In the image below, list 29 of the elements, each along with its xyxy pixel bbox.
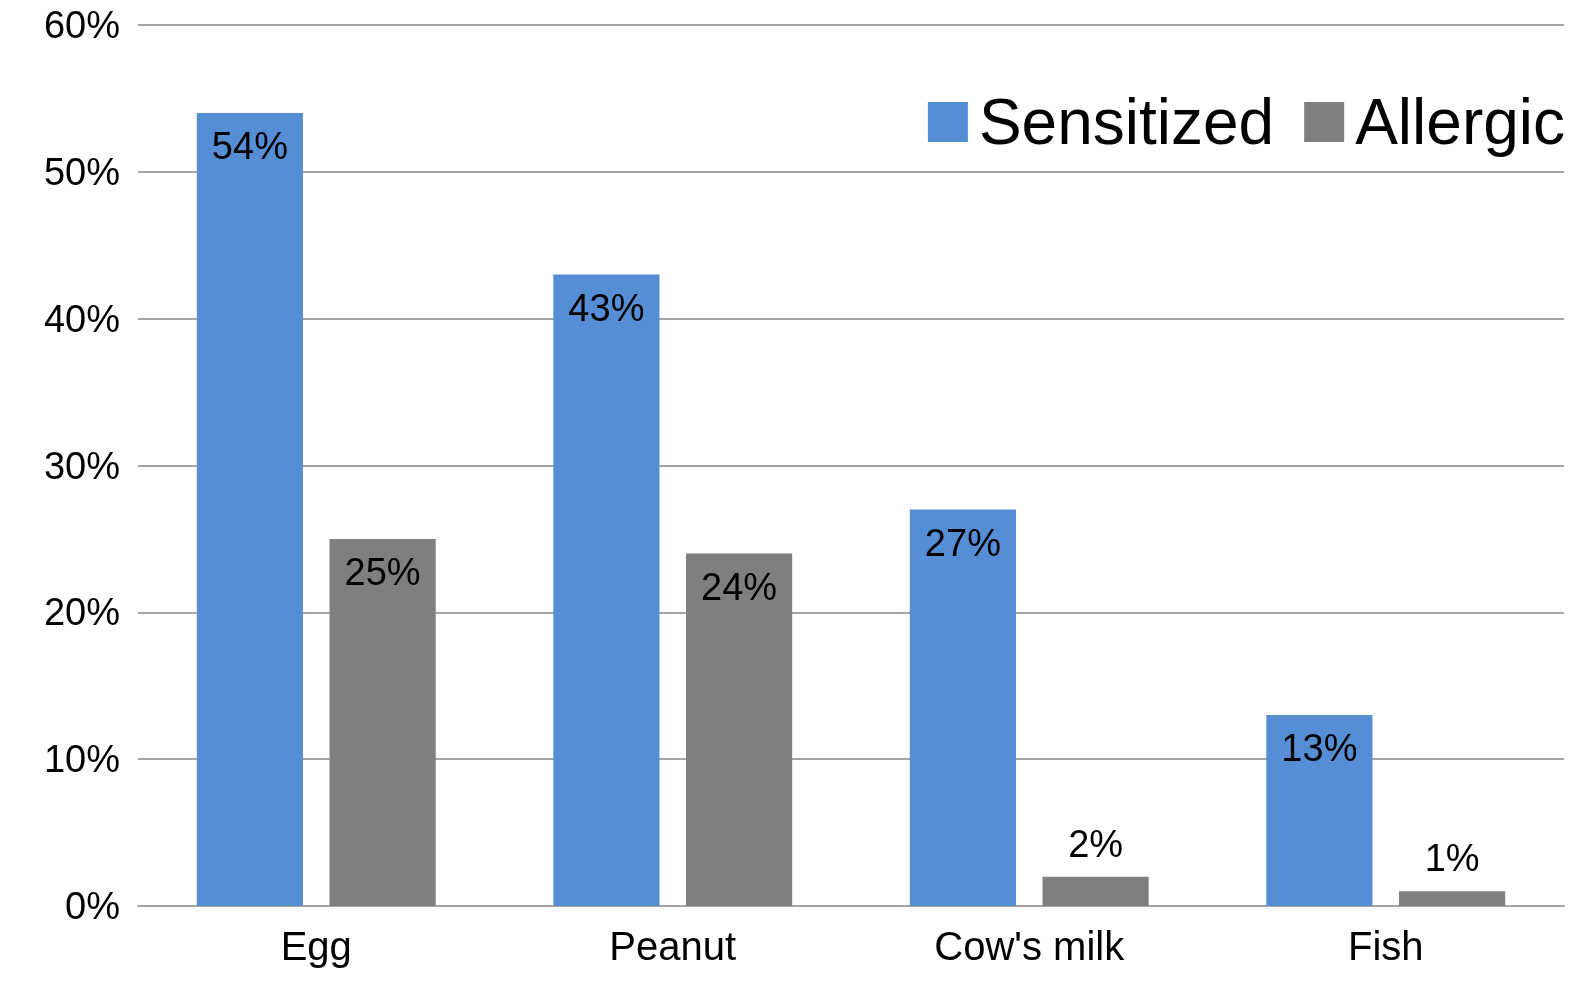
y-tick-label: 20% bbox=[43, 591, 120, 634]
data-label: 13% bbox=[1281, 727, 1358, 770]
y-tick-label: 60% bbox=[43, 4, 120, 46]
data-label: 24% bbox=[701, 565, 778, 608]
bar bbox=[329, 538, 436, 906]
data-label: 54% bbox=[211, 125, 288, 168]
x-tick-label: Egg bbox=[280, 924, 352, 968]
legend-label: Allergic bbox=[1355, 86, 1565, 158]
bar bbox=[1266, 715, 1373, 906]
data-label: 25% bbox=[344, 550, 421, 593]
y-tick-label: 40% bbox=[43, 297, 120, 340]
data-label: 27% bbox=[924, 521, 1001, 564]
data-label: 1% bbox=[1424, 837, 1480, 880]
data-label: 2% bbox=[1068, 822, 1124, 865]
y-tick-label: 0% bbox=[65, 885, 120, 927]
y-tick-label: 30% bbox=[43, 444, 120, 487]
y-tick-label: 10% bbox=[43, 738, 120, 781]
x-tick-label: Peanut bbox=[609, 924, 737, 968]
x-tick-label: Fish bbox=[1347, 924, 1424, 968]
bar bbox=[686, 553, 793, 906]
legend-label: Sensitized bbox=[978, 86, 1275, 158]
bar bbox=[553, 274, 660, 906]
x-tick-label: Cow's milk bbox=[934, 924, 1126, 968]
bar bbox=[1399, 891, 1506, 906]
bar bbox=[1042, 876, 1149, 906]
bar bbox=[909, 509, 1016, 906]
data-label: 43% bbox=[568, 286, 645, 329]
y-tick-label: 50% bbox=[43, 150, 120, 193]
bar bbox=[196, 113, 303, 906]
